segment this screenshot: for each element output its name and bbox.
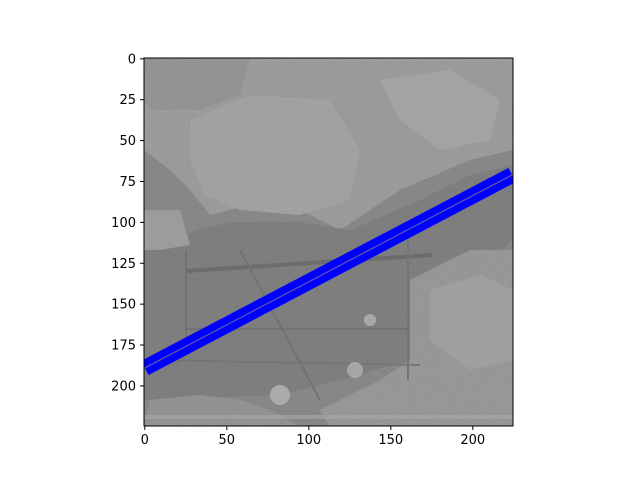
y-tick-label: 0 (128, 52, 136, 67)
y-tick-label: 50 (119, 134, 136, 149)
y-tick-label: 125 (111, 257, 136, 272)
y-tick-label: 100 (111, 216, 136, 231)
overlay-line-group (144, 167, 513, 376)
y-tick-label: 175 (111, 339, 136, 354)
plot-frame (143, 57, 514, 427)
x-tick-label: 0 (141, 433, 149, 448)
y-tick-label: 150 (111, 298, 136, 313)
x-tick-label: 100 (296, 433, 321, 448)
y-axis: 0 25 50 75 100 125 150 175 200 (111, 52, 144, 394)
y-tick-label: 75 (119, 175, 136, 190)
y-tick-label: 200 (111, 379, 136, 394)
x-tick-label: 50 (219, 433, 236, 448)
aerial-image (144, 58, 513, 426)
x-axis: 0 50 100 150 200 (141, 426, 485, 448)
y-tick-label: 25 (119, 93, 136, 108)
x-tick-label: 150 (378, 433, 403, 448)
x-tick-label: 200 (460, 433, 485, 448)
overlay-center-line (144, 174, 513, 369)
